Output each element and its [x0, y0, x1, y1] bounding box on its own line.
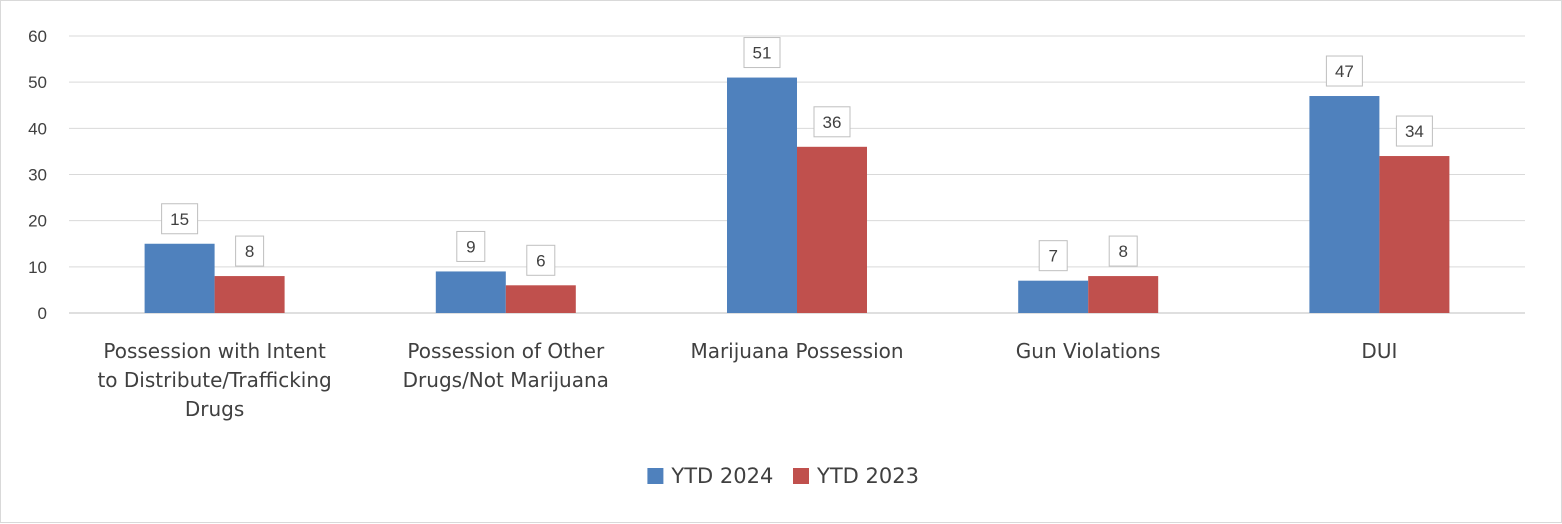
- bar-ytd-2024-4: [1309, 96, 1380, 314]
- y-tick-label-0: 0: [38, 304, 47, 323]
- data-label-box-1-1: [526, 244, 556, 276]
- data-label-box-1-3: [1108, 235, 1138, 267]
- data-label-1-3: 8: [1118, 242, 1127, 261]
- legend-label-1: YTD 2023: [816, 464, 919, 488]
- data-label-box-1-0: [235, 235, 265, 267]
- y-tick-label-30: 30: [28, 166, 47, 185]
- data-label-0-1: 9: [466, 237, 475, 256]
- bar-ytd-2023-4: [1379, 156, 1450, 313]
- bar-ytd-2024-1: [435, 271, 506, 313]
- bar-ytd-2024-2: [727, 77, 797, 313]
- data-label-box-0-2: [743, 37, 781, 69]
- bar-ytd-2023-2: [797, 146, 867, 313]
- data-label-1-4: 34: [1405, 122, 1424, 141]
- x-category-label-3-0: Gun Violations: [1016, 339, 1161, 363]
- data-labels: 15 8 9 6 51 36 7 8 47 34: [161, 37, 1433, 276]
- legend-label-0: YTD 2024: [670, 464, 773, 488]
- x-category-label-0-2: Drugs: [185, 397, 244, 421]
- bar-ytd-2023-3: [1088, 276, 1159, 313]
- x-category-label-4-0: DUI: [1361, 339, 1397, 363]
- data-label-1-2: 36: [823, 113, 842, 132]
- legend: YTD 2024 YTD 2023: [647, 464, 919, 488]
- data-label-0-0: 15: [170, 210, 189, 229]
- x-category-label-0-1: to Distribute/Trafficking: [97, 368, 331, 392]
- data-label-0-3: 7: [1048, 247, 1057, 266]
- bars: [144, 77, 1450, 314]
- y-tick-label-50: 50: [28, 73, 47, 92]
- data-label-box-0-4: [1325, 55, 1363, 87]
- x-category-label-2-0: Marijuana Possession: [690, 339, 903, 363]
- legend-swatch-0: [647, 468, 664, 484]
- data-label-0-2: 51: [753, 44, 772, 63]
- data-label-0-4: 47: [1335, 62, 1354, 81]
- data-label-box-1-2: [813, 106, 851, 138]
- data-label-box-0-3: [1038, 240, 1068, 272]
- y-tick-label-20: 20: [28, 212, 47, 231]
- y-tick-label-60: 60: [28, 27, 47, 46]
- data-label-1-1: 6: [536, 251, 545, 270]
- y-tick-label-40: 40: [28, 119, 47, 138]
- y-axis: 0 10 20 30 40 50 60: [28, 27, 47, 323]
- legend-swatch-1: [793, 468, 809, 484]
- y-tick-label-10: 10: [28, 258, 47, 277]
- bar-ytd-2024-0: [144, 243, 215, 313]
- x-axis-categories: Possession with Intent to Distribute/Traf…: [97, 339, 1397, 421]
- bar-ytd-2023-0: [214, 276, 285, 313]
- bar-ytd-2023-1: [505, 285, 576, 313]
- data-label-box-1-4: [1395, 115, 1433, 147]
- x-category-label-1-0: Possession of Other: [407, 339, 605, 363]
- x-category-label-0-0: Possession with Intent: [103, 339, 326, 363]
- bar-ytd-2024-3: [1018, 280, 1089, 313]
- x-category-label-1-1: Drugs/Not Marijuana: [403, 368, 609, 392]
- data-label-box-0-0: [161, 203, 199, 235]
- data-label-box-0-1: [456, 230, 486, 262]
- data-label-1-0: 8: [245, 242, 254, 261]
